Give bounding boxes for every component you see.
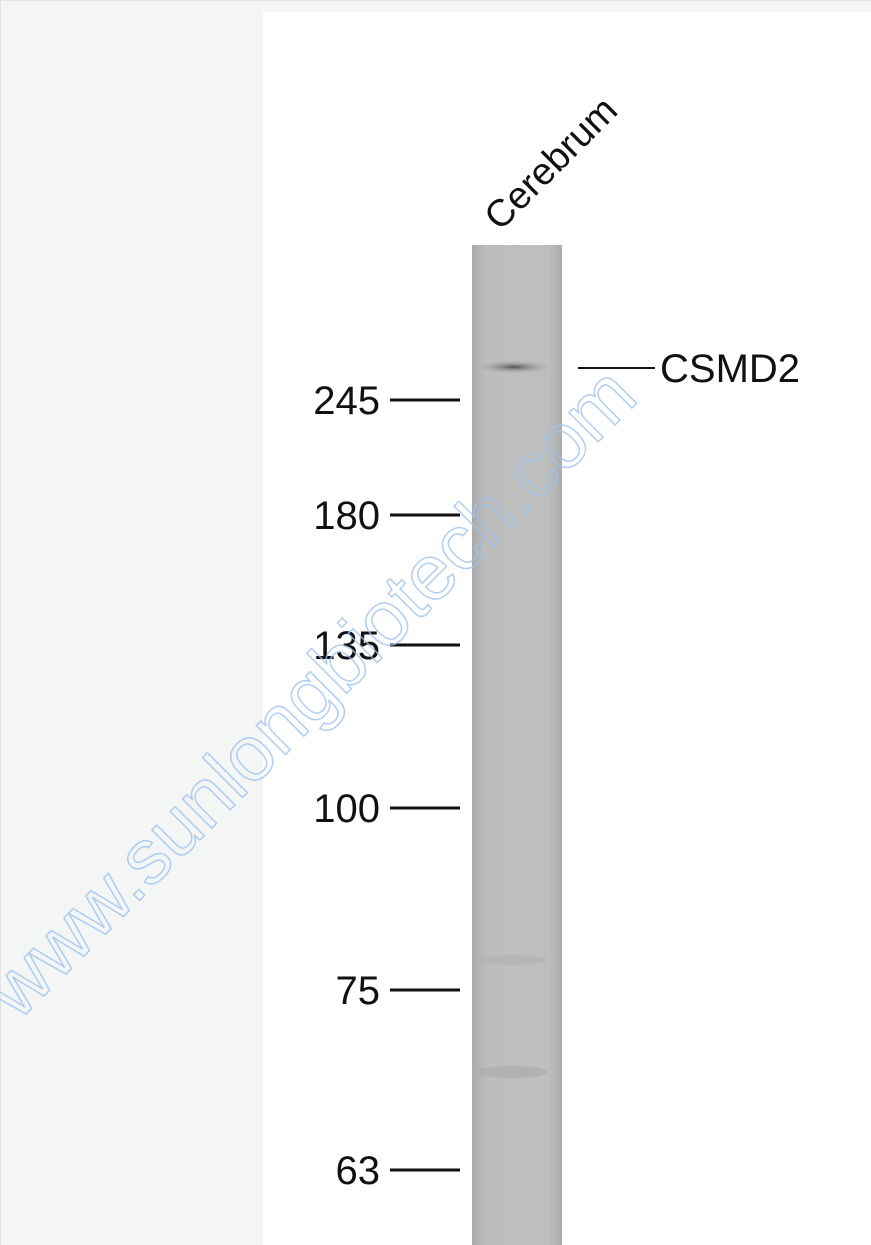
band bbox=[472, 360, 556, 374]
marker-label: 100 bbox=[313, 787, 380, 831]
band-label: CSMD2 bbox=[660, 347, 800, 391]
marker-label: 63 bbox=[336, 1149, 381, 1193]
marker-label: 75 bbox=[336, 969, 381, 1013]
faint-band bbox=[477, 1066, 547, 1078]
marker-label: 180 bbox=[313, 494, 380, 538]
blot-figure: Cerebrum CSMD2 2451801351007563 www.sunl… bbox=[0, 0, 871, 1245]
faint-band bbox=[477, 955, 547, 965]
marker-label: 245 bbox=[313, 379, 380, 423]
